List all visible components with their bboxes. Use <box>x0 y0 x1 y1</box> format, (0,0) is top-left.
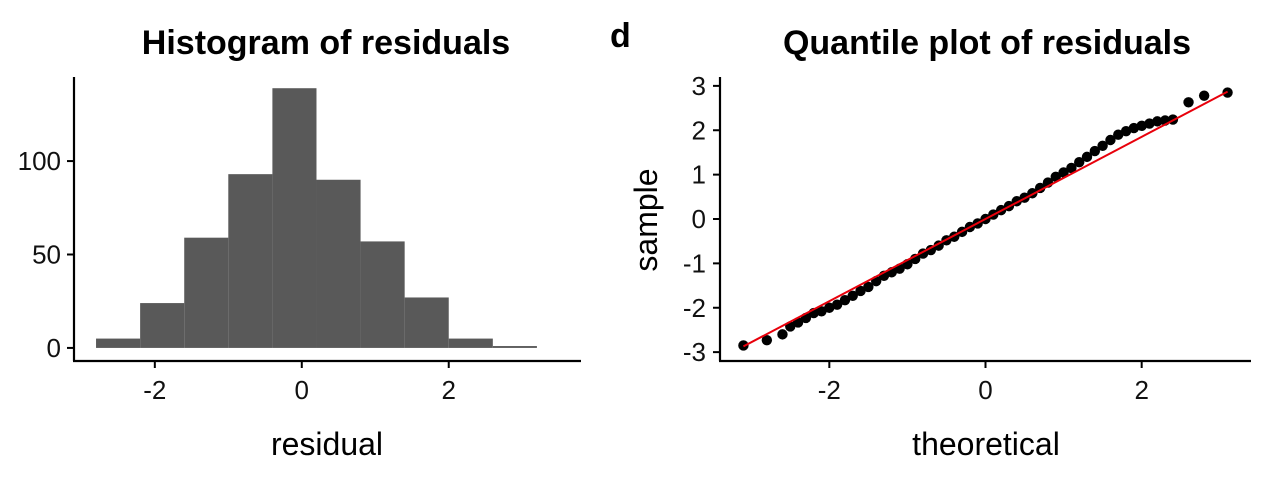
qq-point-43 <box>1097 140 1108 151</box>
histogram-bar-1 <box>140 303 185 348</box>
qq-y-tick-label-6: 3 <box>692 71 706 101</box>
qq-point-46 <box>1120 125 1132 137</box>
qq-x-tick-label-2: 2 <box>1134 375 1148 405</box>
qq-point-7 <box>816 306 827 317</box>
qq-point-53 <box>1183 97 1194 108</box>
qq-y-tick-label-2: -1 <box>683 248 706 278</box>
qq-point-12 <box>855 285 866 297</box>
qq-point-11 <box>847 290 858 301</box>
qq-x-tick-label-0: -2 <box>818 375 841 405</box>
histogram-bar-8 <box>448 338 493 348</box>
histogram-bar-7 <box>404 297 449 348</box>
histogram-y-ticks: 0 50 100 <box>18 146 74 363</box>
panel-tag-d: d <box>610 17 631 55</box>
qq-x-axis-title: theoretical <box>912 426 1060 462</box>
histogram-x-axis-title: residual <box>271 426 383 462</box>
histogram-x-tick-label-2: 2 <box>442 375 456 405</box>
histogram-title: Histogram of residuals <box>142 24 510 62</box>
qq-point-9 <box>831 299 843 310</box>
qq-y-tick-label-3: 0 <box>692 204 706 234</box>
qq-y-axis-title: sample <box>628 168 664 271</box>
qq-y-tick-label-5: 2 <box>692 115 706 145</box>
qq-point-42 <box>1089 145 1101 157</box>
histogram-bar-6 <box>360 241 405 348</box>
qq-title: Quantile plot of residuals <box>783 24 1191 62</box>
qq-panel: d Quantile plot of residuals sample -3 -2… <box>610 17 1251 462</box>
qq-x-tick-label-1: 0 <box>978 375 992 405</box>
qq-point-37 <box>1050 171 1061 183</box>
histogram-x-ticks: -2 0 2 <box>143 361 456 405</box>
qq-point-54 <box>1198 90 1210 101</box>
histogram-bars <box>96 88 537 348</box>
histogram-y-tick-label-0: 0 <box>47 333 61 363</box>
histogram-bar-0 <box>96 338 141 348</box>
qq-point-47 <box>1128 122 1140 134</box>
qq-point-50 <box>1152 116 1163 127</box>
histogram-y-tick-label-2: 100 <box>18 146 61 176</box>
histogram-bar-2 <box>184 237 229 348</box>
qq-x-ticks: -2 0 2 <box>818 361 1149 405</box>
qq-y-tick-label-4: 1 <box>692 160 706 190</box>
qq-point-41 <box>1081 151 1093 163</box>
histogram-bar-3 <box>228 174 273 348</box>
qq-point-8 <box>824 302 835 313</box>
qq-point-2 <box>777 329 788 340</box>
qq-point-45 <box>1113 129 1124 140</box>
qq-point-48 <box>1136 120 1147 132</box>
qq-point-40 <box>1074 157 1085 168</box>
histogram-bar-5 <box>316 179 361 348</box>
qq-point-44 <box>1105 134 1116 146</box>
qq-point-39 <box>1066 162 1077 174</box>
histogram-bar-4 <box>272 88 317 348</box>
qq-point-13 <box>863 281 874 293</box>
qq-point-10 <box>839 295 851 306</box>
qq-point-49 <box>1144 118 1155 129</box>
histogram-y-tick-label-1: 50 <box>32 240 61 270</box>
qq-y-tick-label-1: -2 <box>683 293 706 323</box>
histogram-panel: Histogram of residuals 0 50 100 -2 0 2 resid… <box>18 24 581 462</box>
histogram-bar-9 <box>492 346 537 348</box>
qq-y-ticks: -3 -2 -1 0 1 2 3 <box>683 71 720 367</box>
qq-y-tick-label-0: -3 <box>683 337 706 367</box>
qq-reference-line <box>742 90 1229 348</box>
histogram-x-tick-label-0: -2 <box>143 375 166 405</box>
histogram-x-tick-label-1: 0 <box>295 375 309 405</box>
qq-point-38 <box>1058 167 1069 178</box>
qq-point-1 <box>761 334 773 346</box>
